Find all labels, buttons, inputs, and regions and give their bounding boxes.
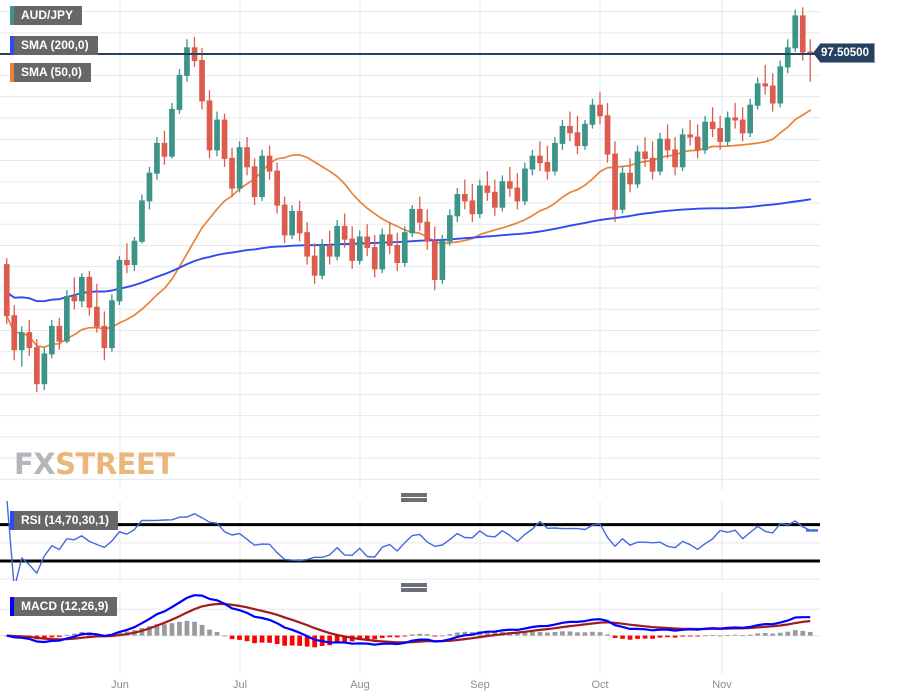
time-axis-tick: Sep xyxy=(470,679,490,691)
legend-rsi-swatch xyxy=(10,511,14,530)
price-chart-svg xyxy=(0,1,820,490)
macd-plot-area[interactable] xyxy=(0,592,820,674)
legend-sma50-label: SMA (50,0) xyxy=(14,63,91,82)
last-price-line xyxy=(0,52,820,55)
legend-rsi[interactable]: RSI (14,70,30,1) xyxy=(10,511,119,530)
legend-macd[interactable]: MACD (12,26,9) xyxy=(10,597,118,616)
macd-chart-svg xyxy=(0,592,820,674)
legend-symbol[interactable]: AUD/JPY xyxy=(10,6,83,25)
legend-macd-swatch xyxy=(10,597,14,616)
rsi-plot-area[interactable] xyxy=(0,501,820,581)
price-tag-value: 97.50500 xyxy=(820,42,875,63)
legend-symbol-label: AUD/JPY xyxy=(14,6,83,25)
last-price-tag[interactable]: 97.50500 xyxy=(813,42,875,63)
legend-sma200[interactable]: SMA (200,0) xyxy=(10,36,98,55)
rsi-chart-svg xyxy=(0,501,820,581)
legend-sma200-label: SMA (200,0) xyxy=(14,36,98,55)
time-axis-tick: Jun xyxy=(111,679,129,691)
panel-resize-handle-rsi-macd[interactable] xyxy=(401,583,427,592)
price-plot-area[interactable] xyxy=(0,1,820,490)
time-axis-tick: Aug xyxy=(350,679,370,691)
price-tag-arrow-icon xyxy=(813,43,820,62)
legend-sma50[interactable]: SMA (50,0) xyxy=(10,63,91,82)
legend-sma200-swatch xyxy=(10,36,14,55)
time-axis-tick: Oct xyxy=(591,679,609,691)
time-axis-tick: Nov xyxy=(712,679,732,691)
legend-macd-label: MACD (12,26,9) xyxy=(14,597,118,616)
time-axis-tick: Jul xyxy=(232,679,248,691)
legend-rsi-label: RSI (14,70,30,1) xyxy=(14,511,119,530)
fxstreet-watermark: FXSTREET xyxy=(14,447,175,481)
legend-symbol-swatch xyxy=(10,6,14,25)
legend-sma50-swatch xyxy=(10,63,14,82)
panel-resize-handle-price-rsi[interactable] xyxy=(401,493,427,502)
time-axis[interactable]: Jun Jul Aug Sep Oct Nov xyxy=(0,676,898,697)
watermark-street: STREET xyxy=(55,447,175,481)
watermark-fx: FX xyxy=(14,447,56,481)
